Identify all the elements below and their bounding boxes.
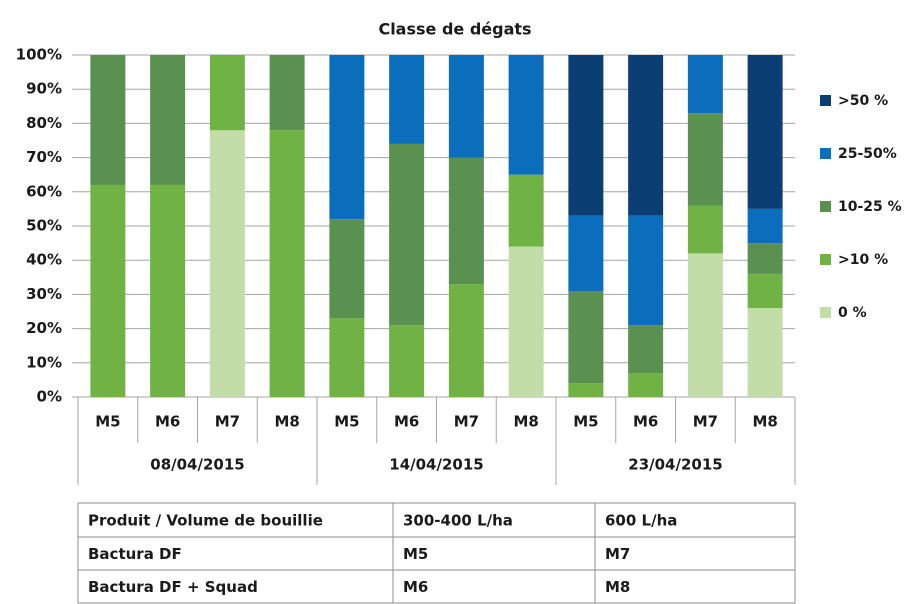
legend-swatch — [820, 254, 831, 265]
y-tick-label: 60% — [26, 182, 62, 200]
bar-segment — [448, 284, 484, 397]
bar-segment — [687, 55, 723, 114]
bar-segment — [389, 55, 425, 144]
bar-segment — [150, 184, 186, 397]
bar-segment — [269, 130, 305, 398]
bar-segment — [209, 55, 245, 131]
table-cell: Bactura DF — [88, 545, 182, 563]
bar-segment — [747, 243, 783, 274]
bar-segment — [508, 55, 544, 175]
bar-segment — [628, 215, 664, 326]
bar-segment — [389, 325, 425, 397]
legend-label: 0 % — [838, 305, 867, 321]
y-tick-label: 100% — [16, 46, 62, 64]
y-tick-label: 20% — [26, 319, 62, 337]
bar-segment — [90, 55, 126, 185]
x-tick-label: M5 — [95, 413, 120, 431]
bar-segment — [209, 130, 245, 398]
x-tick-label: M7 — [215, 413, 240, 431]
x-tick-label: M8 — [752, 413, 777, 431]
legend-swatch — [820, 148, 831, 159]
bar-segment — [628, 325, 664, 374]
y-tick-label: 0% — [37, 388, 62, 406]
bar-segment — [90, 184, 126, 397]
x-tick-label: M5 — [573, 413, 598, 431]
bar-segment — [568, 55, 604, 216]
y-tick-label: 50% — [26, 217, 62, 235]
group-label: 08/04/2015 — [150, 456, 244, 474]
x-tick-label: M7 — [454, 413, 479, 431]
table-header-cell: Produit / Volume de bouillie — [88, 512, 323, 530]
x-tick-label: M8 — [513, 413, 538, 431]
table-header-cell: 300-400 L/ha — [403, 512, 513, 530]
x-tick-label: M6 — [633, 413, 658, 431]
bar-segment — [687, 205, 723, 254]
legend-swatch — [820, 95, 831, 106]
x-tick-label: M6 — [394, 413, 419, 431]
bar-segment — [747, 55, 783, 209]
y-tick-label: 70% — [26, 148, 62, 166]
legend-label: 10-25 % — [838, 199, 902, 215]
y-tick-label: 90% — [26, 80, 62, 98]
bar-segment — [508, 246, 544, 397]
y-tick-label: 40% — [26, 251, 62, 269]
x-tick-label: M6 — [155, 413, 180, 431]
group-label: 23/04/2015 — [628, 456, 722, 474]
bar-segment — [628, 55, 664, 216]
bar-segment — [389, 143, 425, 326]
x-tick-label: M5 — [334, 413, 359, 431]
table-cell: M8 — [605, 578, 630, 596]
bar-segment — [329, 55, 365, 220]
group-label: 14/04/2015 — [389, 456, 483, 474]
bar-segment — [568, 215, 604, 291]
bar-segment — [687, 253, 723, 397]
table-header-cell: 600 L/ha — [605, 512, 677, 530]
bar-segment — [568, 290, 604, 384]
x-tick-label: M8 — [274, 413, 299, 431]
table-cell: M6 — [403, 578, 428, 596]
bar-segment — [448, 157, 484, 285]
bar-segment — [329, 318, 365, 397]
legend-label: >10 % — [838, 252, 888, 268]
legend-label: 25-50% — [838, 146, 897, 162]
legend-swatch — [820, 307, 831, 318]
y-tick-label: 30% — [26, 285, 62, 303]
table-cell: Bactura DF + Squad — [88, 578, 258, 596]
x-tick-label: M7 — [693, 413, 718, 431]
chart-title: Classe de dégats — [378, 20, 531, 39]
bar-segment — [150, 55, 186, 185]
bar-segment — [329, 219, 365, 319]
bar-segment — [568, 383, 604, 397]
table-cell: M5 — [403, 545, 428, 563]
bar-segment — [269, 55, 305, 131]
bar-segment — [448, 55, 484, 158]
bar-segment — [508, 174, 544, 247]
table-cell: M7 — [605, 545, 630, 563]
legend-label: >50 % — [838, 93, 888, 109]
bar-segment — [687, 113, 723, 206]
legend-swatch — [820, 201, 831, 212]
bar-segment — [747, 308, 783, 397]
bar-segment — [628, 373, 664, 397]
bar-segment — [747, 208, 783, 244]
bar-segment — [747, 273, 783, 309]
table-border — [77, 502, 796, 604]
y-tick-label: 10% — [26, 353, 62, 371]
y-tick-label: 80% — [26, 114, 62, 132]
